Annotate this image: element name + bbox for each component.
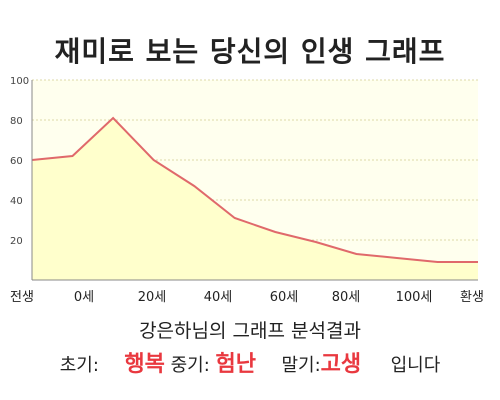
x-tick-label: 환생: [460, 290, 484, 305]
early-label: 초기:: [59, 355, 99, 376]
y-tick-label: 20: [10, 236, 23, 247]
y-tick-label: 40: [10, 196, 23, 207]
analysis-heading: 강은하님의 그래프 분석결과: [139, 320, 361, 342]
analysis-result: 초기: 행복 중기: 험난 말기:고생 입니다: [0, 346, 500, 378]
x-tick-label: 60세: [270, 290, 299, 305]
x-tick-label: 100세: [396, 290, 433, 305]
x-tick-label: 20세: [138, 290, 167, 305]
y-tick-label: 100: [10, 76, 29, 87]
late-value: 고생: [320, 352, 362, 377]
y-tick-label: 60: [10, 156, 23, 167]
x-tick-label: 40세: [204, 290, 233, 305]
x-tick-label: 0세: [74, 290, 94, 305]
suffix-text: 입니다: [390, 355, 441, 376]
y-tick-label: 80: [10, 116, 23, 127]
life-area: [32, 118, 478, 280]
x-tick-label: 전생: [10, 290, 34, 305]
x-tick-label: 80세: [332, 290, 361, 305]
late-label: 말기:: [281, 355, 321, 376]
y-tick-labels: 20 40 60 80 100: [10, 76, 29, 247]
life-line: [31, 116, 478, 263]
mid-label: 중기:: [170, 355, 210, 376]
early-value: 행복: [124, 352, 165, 377]
chart-title: 재미로 보는 당신의 인생 그래프: [54, 35, 446, 68]
mid-value: 험난: [215, 352, 256, 377]
x-tick-labels: 전생 0세 20세 40세 60세 80세 100세 환생: [10, 290, 484, 305]
